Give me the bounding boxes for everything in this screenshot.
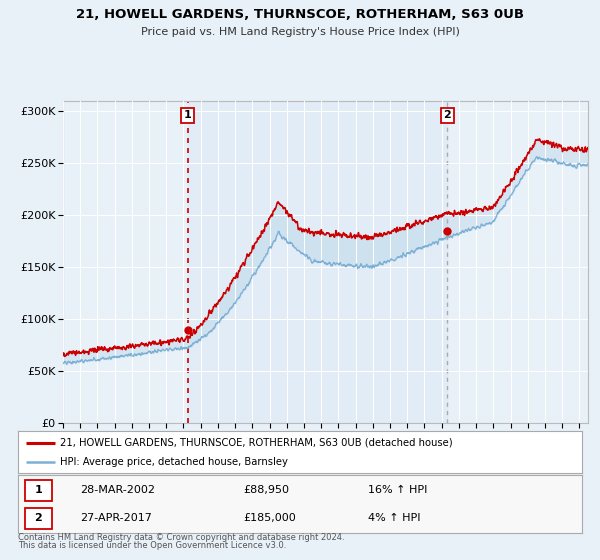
Text: 21, HOWELL GARDENS, THURNSCOE, ROTHERHAM, S63 0UB (detached house): 21, HOWELL GARDENS, THURNSCOE, ROTHERHAM… [60,437,453,447]
Text: 16% ↑ HPI: 16% ↑ HPI [368,486,427,496]
Text: £185,000: £185,000 [244,513,296,523]
Text: 4% ↑ HPI: 4% ↑ HPI [368,513,420,523]
Text: 1: 1 [34,486,42,496]
Text: Contains HM Land Registry data © Crown copyright and database right 2024.: Contains HM Land Registry data © Crown c… [18,533,344,542]
FancyBboxPatch shape [25,480,52,501]
Text: 2: 2 [443,110,451,120]
Text: 2: 2 [34,513,42,523]
Bar [188,101,447,423]
Text: HPI: Average price, detached house, Barnsley: HPI: Average price, detached house, Barn… [60,457,288,467]
Text: 27-APR-2017: 27-APR-2017 [80,513,152,523]
Text: This data is licensed under the Open Government Licence v3.0.: This data is licensed under the Open Gov… [18,541,286,550]
Text: 21, HOWELL GARDENS, THURNSCOE, ROTHERHAM, S63 0UB: 21, HOWELL GARDENS, THURNSCOE, ROTHERHAM… [76,8,524,21]
Text: 28-MAR-2002: 28-MAR-2002 [80,486,155,496]
Text: Price paid vs. HM Land Registry's House Price Index (HPI): Price paid vs. HM Land Registry's House … [140,27,460,37]
Text: 1: 1 [184,110,191,120]
Text: £88,950: £88,950 [244,486,290,496]
FancyBboxPatch shape [25,508,52,529]
